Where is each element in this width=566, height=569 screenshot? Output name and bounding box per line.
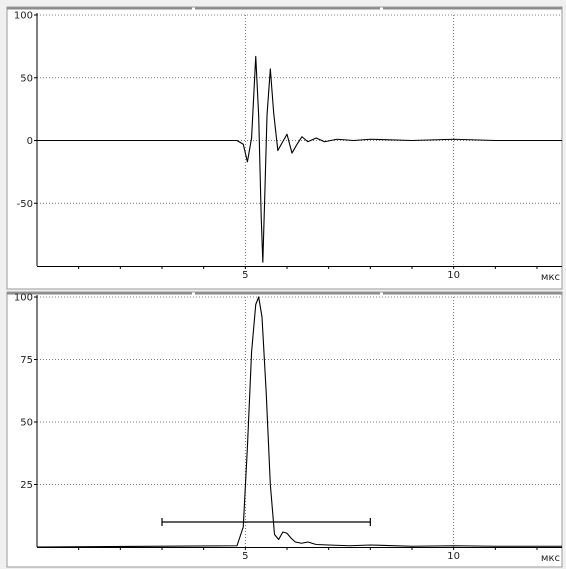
x-tick-label: 10 bbox=[447, 270, 460, 281]
x-axis-label: мкс bbox=[541, 272, 560, 283]
y-tick-label: 100 bbox=[14, 293, 33, 304]
chart-panel-2: 100 75 50 25 5 10 мкс bbox=[6, 291, 563, 568]
x-axis-label: мкс bbox=[541, 553, 560, 564]
chart-panel-1: 100 50 0 -50 5 10 мкс bbox=[6, 6, 563, 290]
x-tick-label: 5 bbox=[242, 270, 248, 281]
y-tick-label: 100 bbox=[14, 11, 33, 22]
y-tick-label: 75 bbox=[20, 355, 33, 366]
series-line-1 bbox=[36, 296, 562, 548]
y-tick-label: -50 bbox=[17, 199, 33, 210]
y-tick-label: 50 bbox=[20, 73, 33, 84]
x-tick-label: 10 bbox=[447, 551, 460, 562]
series-line-1 bbox=[37, 55, 562, 263]
x-tick-label: 5 bbox=[242, 551, 248, 562]
y-tick-label: 50 bbox=[20, 418, 33, 429]
y-tick-label: 0 bbox=[27, 136, 33, 147]
y-tick-label: 25 bbox=[20, 480, 33, 491]
panel-frame bbox=[6, 291, 563, 568]
panel-frame bbox=[6, 6, 563, 290]
